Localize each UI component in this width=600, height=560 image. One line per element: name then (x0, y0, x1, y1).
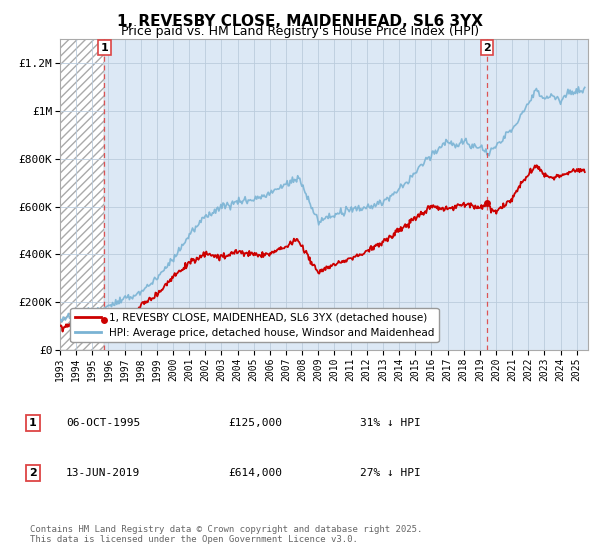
Text: 1: 1 (29, 418, 37, 428)
Bar (60, 39, 104, 350)
Text: 31% ↓ HPI: 31% ↓ HPI (360, 418, 421, 428)
Text: 2: 2 (29, 468, 37, 478)
Text: £125,000: £125,000 (228, 418, 282, 428)
Text: Price paid vs. HM Land Registry's House Price Index (HPI): Price paid vs. HM Land Registry's House … (121, 25, 479, 38)
Text: 27% ↓ HPI: 27% ↓ HPI (360, 468, 421, 478)
Legend: 1, REVESBY CLOSE, MAIDENHEAD, SL6 3YX (detached house), HPI: Average price, deta: 1, REVESBY CLOSE, MAIDENHEAD, SL6 3YX (d… (70, 308, 439, 342)
Text: Contains HM Land Registry data © Crown copyright and database right 2025.
This d: Contains HM Land Registry data © Crown c… (30, 525, 422, 544)
Text: 1, REVESBY CLOSE, MAIDENHEAD, SL6 3YX: 1, REVESBY CLOSE, MAIDENHEAD, SL6 3YX (117, 14, 483, 29)
Text: 13-JUN-2019: 13-JUN-2019 (66, 468, 140, 478)
Text: 2: 2 (483, 43, 491, 53)
Text: 06-OCT-1995: 06-OCT-1995 (66, 418, 140, 428)
Text: £614,000: £614,000 (228, 468, 282, 478)
Text: 1: 1 (101, 43, 108, 53)
